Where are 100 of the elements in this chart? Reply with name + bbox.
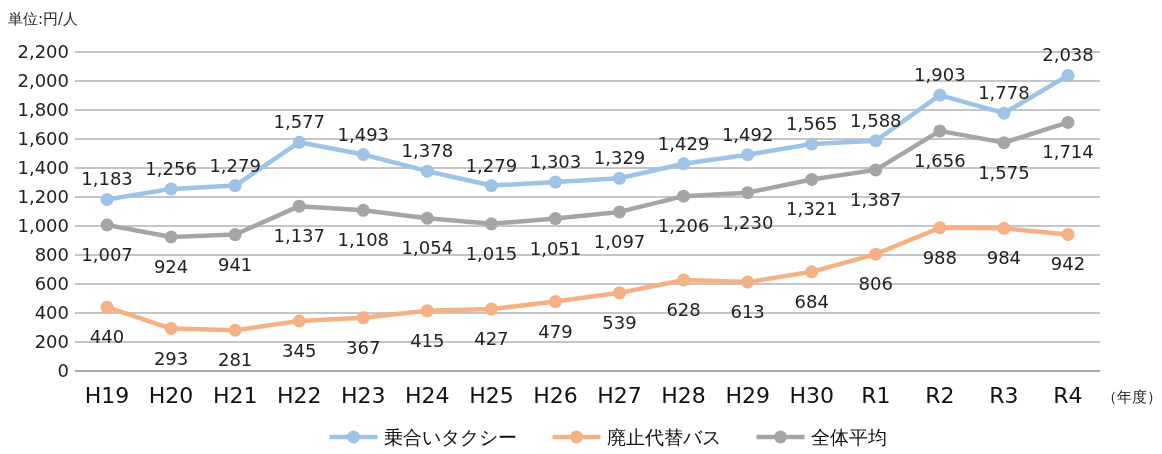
x-tick-label: R1 [861, 383, 891, 408]
x-tick-label: H19 [84, 383, 130, 408]
y-tick-label: 2,200 [17, 41, 69, 62]
data-label: 1,577 [273, 111, 325, 133]
point [292, 135, 306, 149]
data-label: 1,387 [850, 188, 902, 210]
point [228, 179, 242, 193]
x-tick-label: R4 [1053, 383, 1083, 408]
x-tick-label: H22 [276, 383, 322, 408]
y-tick-label: 400 [34, 302, 69, 323]
point [805, 172, 819, 186]
data-label: 415 [410, 329, 445, 351]
point [933, 88, 947, 102]
point [933, 124, 947, 138]
data-label: 1,378 [401, 140, 454, 162]
point [548, 175, 562, 189]
point [164, 182, 178, 196]
point [292, 314, 306, 328]
point [420, 304, 434, 318]
point [420, 211, 434, 225]
x-tick-label: H27 [597, 383, 642, 408]
y-tick-label: 800 [34, 244, 69, 265]
point [164, 322, 178, 336]
data-label: 941 [217, 253, 253, 275]
data-label: 1,321 [785, 198, 838, 220]
data-label: 1,256 [145, 157, 197, 179]
point [741, 186, 755, 200]
data-label: 1,429 [657, 132, 710, 154]
point [997, 136, 1011, 150]
data-label: 1,054 [401, 237, 454, 259]
point [933, 221, 947, 235]
point [869, 134, 883, 148]
point [741, 275, 755, 289]
data-label: 2,038 [1042, 44, 1094, 66]
x-tick-label: H25 [469, 383, 514, 408]
point [613, 171, 627, 185]
point [997, 106, 1011, 120]
legend-label: 廃止代替バス [606, 426, 721, 448]
data-label: 1,051 [529, 237, 582, 259]
point [100, 192, 114, 206]
data-label: 988 [922, 246, 958, 268]
point [677, 273, 691, 287]
data-label: 1,656 [914, 149, 966, 171]
data-label: 1,714 [1042, 141, 1094, 163]
point [548, 212, 562, 226]
point [613, 286, 627, 300]
x-tick-label: H21 [212, 383, 258, 408]
point [548, 295, 562, 309]
y-tick-label: 1,400 [17, 157, 69, 178]
point [613, 205, 627, 219]
x-tick-label: H28 [661, 383, 706, 408]
x-tick-label: H29 [725, 383, 770, 408]
data-label: 613 [730, 301, 765, 323]
x-tick-label: H20 [148, 383, 194, 408]
data-label: 293 [153, 347, 189, 369]
point [677, 189, 691, 203]
point [228, 228, 242, 242]
data-label: 942 [1050, 253, 1086, 275]
data-label: 440 [89, 326, 125, 348]
data-label: 539 [602, 311, 637, 333]
data-label: 1,588 [850, 109, 902, 131]
data-label: 1,329 [593, 147, 646, 169]
y-tick-label: 200 [34, 331, 69, 352]
point [1061, 115, 1075, 129]
point [997, 221, 1011, 235]
point [356, 148, 370, 162]
data-label: 1,015 [465, 242, 518, 264]
data-label: 984 [986, 247, 1022, 269]
data-label: 1,493 [337, 123, 390, 145]
point [356, 311, 370, 325]
data-label: 1,778 [978, 82, 1030, 104]
data-label: 427 [474, 328, 509, 350]
point [869, 247, 883, 261]
legend-label: 乗合いタクシー [383, 426, 517, 448]
point [100, 218, 114, 232]
data-label: 1,279 [209, 154, 261, 176]
legend-label: 全体平均 [810, 426, 887, 448]
data-label: 1,903 [914, 64, 966, 86]
point [805, 137, 819, 151]
point [420, 164, 434, 178]
y-tick-label: 2,000 [17, 70, 69, 91]
point [228, 323, 242, 337]
point [356, 203, 370, 217]
x-tick-label: H30 [789, 383, 834, 408]
point [1061, 68, 1075, 82]
point [100, 300, 114, 314]
y-tick-label: 1,800 [17, 99, 69, 120]
x-tick-label: H23 [341, 383, 386, 408]
data-label: 1,230 [721, 211, 774, 233]
y-tick-label: 1,000 [17, 215, 69, 236]
data-label: 479 [538, 320, 573, 342]
data-label: 281 [217, 349, 253, 371]
text: 単位:円/人 [8, 10, 79, 28]
data-label: 924 [153, 256, 189, 278]
point [1061, 227, 1075, 241]
x-tick-label: H26 [533, 383, 578, 408]
point [484, 302, 498, 316]
data-label: 1,007 [81, 243, 133, 265]
data-label: 345 [282, 339, 317, 361]
y-tick-label: 1,600 [17, 128, 69, 149]
